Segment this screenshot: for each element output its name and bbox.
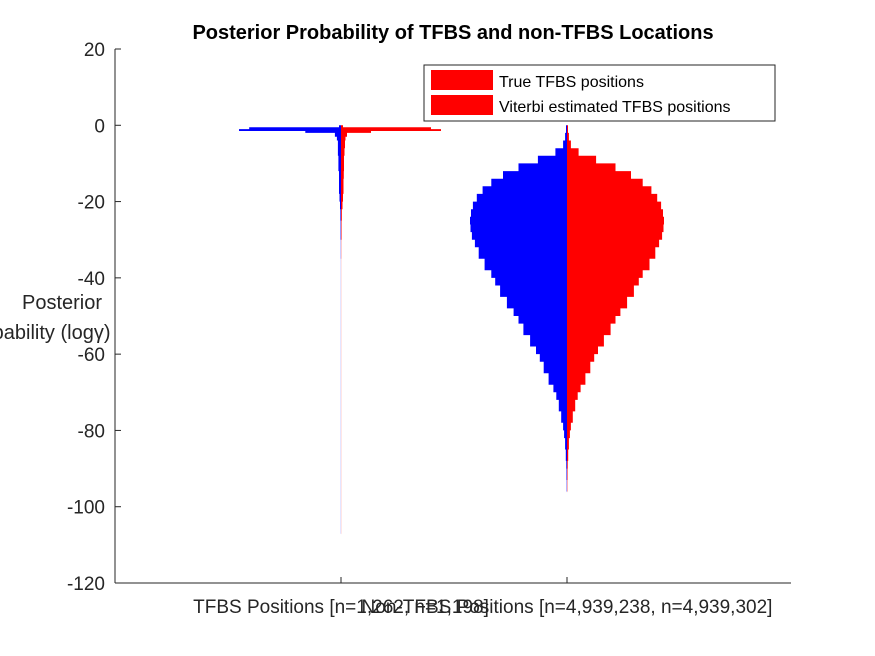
violin-right-half-0 bbox=[341, 125, 441, 535]
x-tick-label: TFBS Positions [n=1,262, n=1,198] bbox=[193, 597, 489, 618]
y-axis-label-line2: Probability (logγ) bbox=[0, 322, 110, 344]
violin-left-half-0 bbox=[239, 125, 341, 535]
y-tick-label: 20 bbox=[84, 40, 105, 61]
legend: True TFBS positions Viterbi estimated TF… bbox=[423, 64, 776, 122]
x-axis-ticks: TFBS Positions [n=1,262, n=1,198]Non-TFB… bbox=[193, 577, 772, 618]
legend-label-true-tfbs: True TFBS positions bbox=[499, 74, 644, 91]
violin-right-half-1 bbox=[567, 125, 664, 493]
y-tick-label: -40 bbox=[78, 269, 105, 290]
y-axis-label-line1: Posterior bbox=[22, 292, 102, 314]
x-tick-label: Non-TFBS Positions [n=4,939,238, n=4,939… bbox=[362, 597, 773, 618]
legend-swatch-viterbi-tfbs bbox=[431, 95, 493, 115]
violin-left-half-1 bbox=[470, 125, 567, 493]
y-tick-label: -80 bbox=[78, 421, 105, 442]
y-tick-label: -60 bbox=[78, 345, 105, 366]
y-axis-ticks: 20 0 -20 -40 -60 -80 -100 -120 bbox=[67, 40, 121, 595]
y-tick-label: 0 bbox=[94, 116, 105, 137]
legend-swatch-true-tfbs bbox=[431, 70, 493, 90]
chart-title: Posterior Probability of TFBS and non-TF… bbox=[192, 22, 713, 44]
violin-plot-area bbox=[239, 125, 664, 535]
legend-label-viterbi-tfbs: Viterbi estimated TFBS positions bbox=[499, 99, 731, 116]
y-tick-label: -20 bbox=[78, 193, 105, 214]
y-tick-label: -100 bbox=[67, 498, 105, 519]
y-tick-label: -120 bbox=[67, 574, 105, 595]
